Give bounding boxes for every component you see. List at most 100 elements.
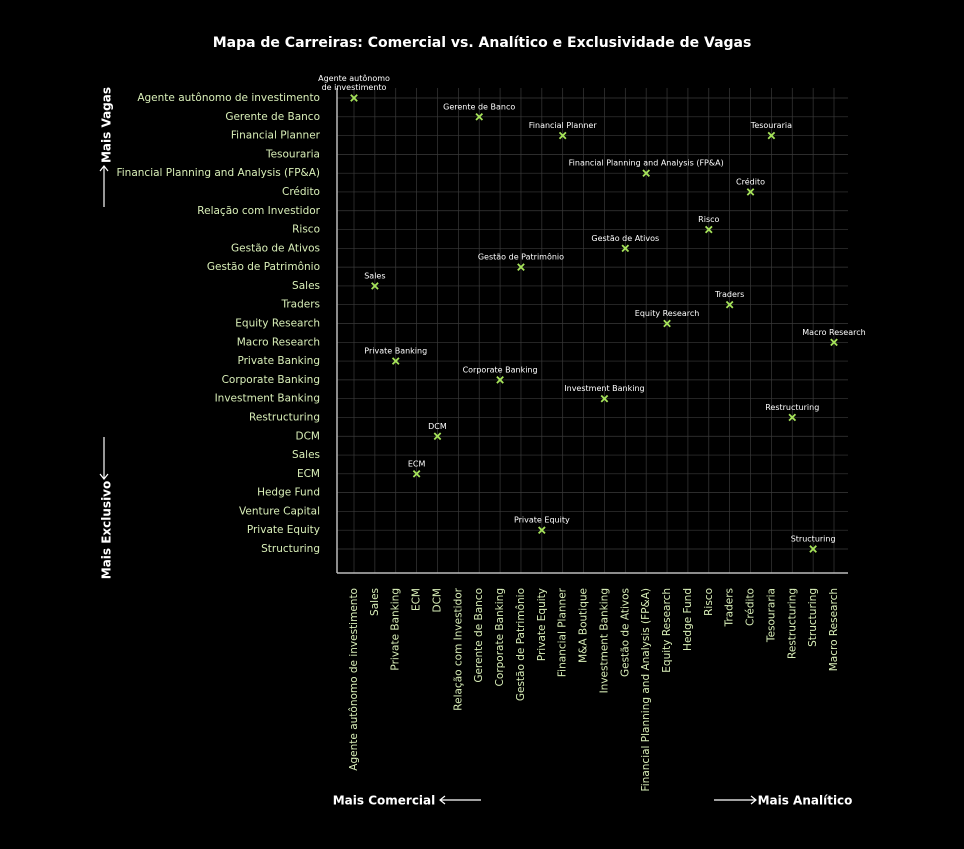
point-label: Crédito <box>736 176 765 186</box>
point-label: Investment Banking <box>564 384 644 393</box>
y-tick-label: Financial Planning and Analysis (FP&A) <box>116 167 320 179</box>
y-tick-label: Tesouraria <box>265 148 320 160</box>
y-tick-label: Sales <box>292 280 320 292</box>
point-label: Private Equity <box>514 516 570 525</box>
x-tick-label: Traders <box>724 588 736 628</box>
arrow-right <box>714 795 757 805</box>
y-tick-label: ECM <box>297 468 320 480</box>
x-tick-label: DCM <box>431 588 443 612</box>
y-tick-label: Gerente de Banco <box>225 111 320 123</box>
point-label: Corporate Banking <box>463 365 538 374</box>
point <box>767 131 776 140</box>
point <box>412 469 421 478</box>
x-tick-label: Gestão de Patrimônio <box>515 588 527 701</box>
point <box>433 432 442 441</box>
point-label: Financial Planning and Analysis (FP&A) <box>569 159 724 168</box>
y-tick-label: Investment Banking <box>215 393 320 405</box>
point-label: Equity Research <box>635 309 700 318</box>
point-label: ECM <box>408 459 426 468</box>
y-tick-label: Gestão de Ativos <box>231 242 320 254</box>
point <box>371 282 379 290</box>
x-tick-label: Macro Research <box>828 588 840 671</box>
y-tick-label: Risco <box>292 224 320 236</box>
point-label: Restructuring <box>765 403 819 412</box>
point <box>475 112 484 121</box>
x-tick-label: Equity Research <box>661 588 673 673</box>
x-tick-label: Structuring <box>807 588 819 647</box>
arrow-left <box>439 795 481 805</box>
y-tick-label: Private Banking <box>237 355 320 367</box>
point-label: Tesouraria <box>750 121 792 130</box>
y-tick-label: Financial Planner <box>231 130 321 142</box>
arrow-up <box>99 165 109 207</box>
point <box>558 131 567 140</box>
point-label: Macro Research <box>802 328 865 337</box>
point-label: Gestão de Patrimônio <box>478 252 564 262</box>
x-tick-label: Agente autônomo de investimento <box>348 588 360 771</box>
point <box>725 300 734 309</box>
point <box>621 244 630 253</box>
x-tick-label: Financial Planning and Analysis (FP&A) <box>640 588 652 792</box>
arrow-down <box>99 437 109 480</box>
x-tick-label: Financial Planner <box>557 587 569 677</box>
point <box>600 394 609 403</box>
y-tick-label: Sales <box>292 449 320 461</box>
y-tick-label: Hedge Fund <box>257 487 320 499</box>
point <box>830 338 838 347</box>
point <box>496 376 504 384</box>
y-tick-label: Venture Capital <box>239 505 320 517</box>
point-label: Private Banking <box>364 347 427 356</box>
point-label: DCM <box>428 422 447 431</box>
point <box>391 357 400 365</box>
x-tick-label: Investment Banking <box>598 588 610 693</box>
chart-title: Mapa de Carreiras: Comercial vs. Analíti… <box>213 35 752 51</box>
y-tick-label: Gestão de Patrimônio <box>207 261 320 273</box>
point <box>809 545 817 553</box>
x-tick-label: Gestão de Ativos <box>619 588 631 677</box>
point <box>663 319 671 328</box>
y-tick-label: Private Equity <box>247 524 320 536</box>
y-tick-label: Macro Research <box>237 336 320 348</box>
x-label-left: Mais Comercial <box>333 794 436 808</box>
point-label: Gestão de Ativos <box>591 234 659 243</box>
point <box>746 188 755 196</box>
x-tick-label: Private Equity <box>536 588 548 661</box>
x-tick-label: Relação com Investidor <box>452 587 464 710</box>
x-tick-label: Restructuring <box>786 588 798 659</box>
y-tick-label: Equity Research <box>235 318 320 330</box>
y-tick-label: Relação com Investidor <box>197 205 320 217</box>
x-tick-label: M&A Boutique <box>578 588 590 663</box>
y-label-bottom: Mais Exclusivo <box>100 481 114 580</box>
x-tick-label: Gerente de Banco <box>473 588 485 683</box>
point <box>517 263 525 271</box>
y-tick-label: Agente autônomo de investimento <box>137 92 320 104</box>
point-label: Structuring <box>791 535 836 544</box>
x-tick-label: Sales <box>369 588 381 616</box>
y-tick-label: DCM <box>296 430 320 442</box>
point-label: Risco <box>698 215 719 224</box>
point <box>788 413 797 422</box>
x-label-right: Mais Analítico <box>758 794 853 808</box>
point <box>642 169 651 178</box>
x-tick-label: Hedge Fund <box>682 588 694 651</box>
y-tick-label: Structuring <box>261 543 320 555</box>
y-label-top: Mais Vagas <box>100 87 114 163</box>
y-tick-label: Restructuring <box>249 411 320 423</box>
point-label-line: Agente autônomo <box>318 73 390 83</box>
point <box>350 94 358 102</box>
x-tick-label: ECM <box>411 588 423 611</box>
point <box>537 526 546 535</box>
x-tick-label: Tesouraria <box>765 588 777 643</box>
point-label: Financial Planner <box>529 121 598 130</box>
point <box>704 225 713 234</box>
x-tick-label: Risco <box>703 588 715 616</box>
x-tick-label: Corporate Banking <box>494 588 506 686</box>
y-tick-label: Crédito <box>282 186 320 198</box>
point-label-line: de investimento <box>322 83 387 92</box>
x-tick-label: Private Banking <box>390 588 402 671</box>
x-tick-label: Crédito <box>745 588 757 626</box>
y-tick-label: Traders <box>280 299 320 311</box>
point-label: Sales <box>364 271 385 280</box>
